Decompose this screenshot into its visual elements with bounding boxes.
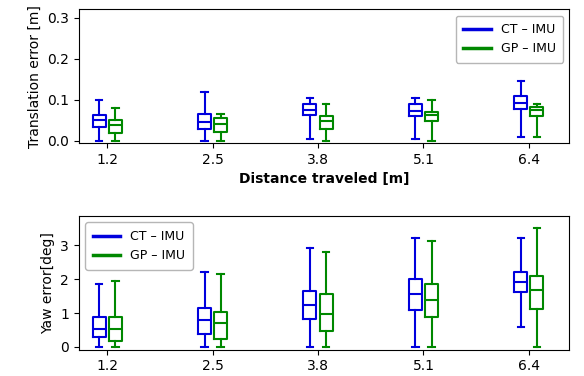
Legend: CT – IMU, GP – IMU: CT – IMU, GP – IMU: [85, 223, 193, 270]
X-axis label: Distance traveled [m]: Distance traveled [m]: [239, 172, 409, 186]
Legend: CT – IMU, GP – IMU: CT – IMU, GP – IMU: [456, 16, 563, 63]
Y-axis label: Translation error [m]: Translation error [m]: [27, 5, 41, 147]
Y-axis label: Yaw error[deg]: Yaw error[deg]: [41, 232, 55, 334]
